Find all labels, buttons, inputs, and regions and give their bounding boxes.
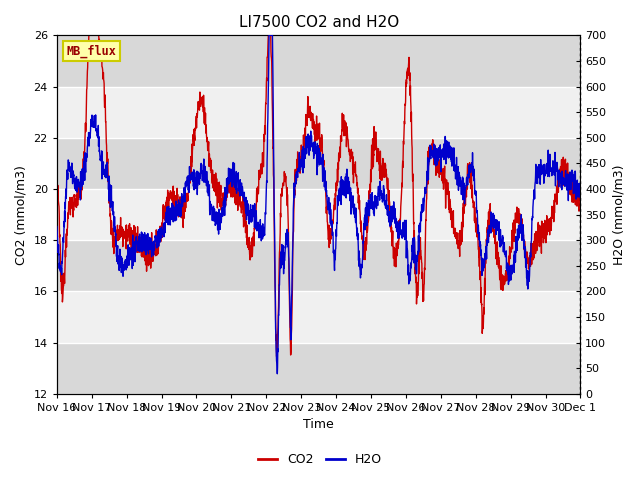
X-axis label: Time: Time — [303, 419, 334, 432]
Line: H2O: H2O — [57, 36, 580, 374]
H2O — [199, 168, 207, 174]
H2O — [545, 171, 553, 177]
H2O — [53, 224, 61, 229]
CO2 — [334, 160, 342, 166]
CO2 — [471, 215, 479, 221]
CO2 — [273, 360, 281, 365]
CO2 — [577, 203, 584, 208]
Bar — [57, 240, 580, 291]
Text: MB_flux: MB_flux — [67, 44, 116, 58]
H2O — [577, 180, 584, 186]
H2O — [531, 196, 538, 202]
H2O — [346, 179, 353, 185]
H2O — [273, 371, 281, 377]
CO2 — [85, 33, 93, 38]
Y-axis label: H2O (mmol/m3): H2O (mmol/m3) — [612, 164, 625, 265]
Legend: CO2, H2O: CO2, H2O — [253, 448, 387, 471]
CO2 — [346, 149, 353, 155]
CO2 — [545, 226, 553, 232]
CO2 — [531, 231, 538, 237]
Title: LI7500 CO2 and H2O: LI7500 CO2 and H2O — [239, 15, 399, 30]
Bar — [57, 343, 580, 394]
H2O — [265, 33, 273, 38]
H2O — [334, 202, 342, 207]
Bar — [57, 138, 580, 189]
Bar — [57, 36, 580, 86]
Y-axis label: CO2 (mmol/m3): CO2 (mmol/m3) — [15, 165, 28, 264]
CO2 — [53, 200, 61, 206]
CO2 — [199, 96, 207, 102]
H2O — [471, 192, 479, 197]
Line: CO2: CO2 — [57, 36, 580, 362]
